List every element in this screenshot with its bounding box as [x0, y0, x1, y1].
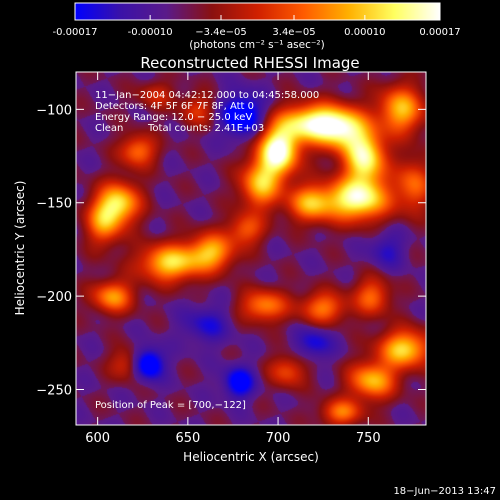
annotation-time-range: 11−Jan−2004 04:42:12.000 to 04:45:58.000 [95, 90, 319, 101]
y-tick-label: −150 [36, 197, 72, 212]
x-tick-label: 700 [266, 431, 291, 446]
x-axis: 600 650 700 750 [85, 72, 381, 446]
y-axis-label: Heliocentric Y (arcsec) [13, 181, 27, 316]
y-axis: −100 −150 −200 −250 [36, 103, 426, 399]
annotation-peak-position: Position of Peak = [700,−122] [95, 400, 246, 411]
colorbar-tick-label: 0.00017 [419, 27, 460, 38]
x-tick-label: 600 [85, 431, 110, 446]
colorbar-unit-label: (photons cm⁻² s⁻¹ asec⁻²) [189, 39, 324, 51]
colorbar [75, 3, 440, 20]
annotation-detectors: Detectors: 4F 5F 6F 7F 8F, Att 0 [95, 101, 254, 112]
annotation-energy: Energy Range: 12.0 − 25.0 keV [95, 112, 252, 123]
x-tick-label: 650 [175, 431, 200, 446]
colorbar-tick-label: 0.00010 [344, 27, 385, 38]
x-tick-label: 750 [356, 431, 381, 446]
annotation-total-counts: Total counts: 2.41E+03 [147, 123, 264, 134]
footer-timestamp: 18−Jun−2013 13:47 [393, 486, 496, 497]
colorbar-tick-label: −3.4e−05 [195, 27, 247, 38]
colorbar-tick-label: -0.00010 [128, 27, 173, 38]
colorbar-frame [74, 2, 441, 21]
chart-title: Reconstructed RHESSI Image [140, 54, 359, 72]
colorbar-ticks: -0.00017 -0.00010 −3.4e−05 3.4e−05 0.00010 0.… [53, 15, 461, 38]
colorbar-tick-label: 3.4e−05 [272, 27, 315, 38]
plot-frame [75, 71, 427, 426]
y-tick-label: −100 [36, 103, 72, 118]
colorbar-tick-label: -0.00017 [53, 27, 98, 38]
y-tick-label: −200 [36, 290, 72, 305]
annotation-clean: Clean [95, 123, 123, 134]
y-tick-label: −250 [36, 384, 72, 399]
x-axis-label: Heliocentric X (arcsec) [183, 450, 319, 464]
heatmap-image [76, 72, 426, 425]
